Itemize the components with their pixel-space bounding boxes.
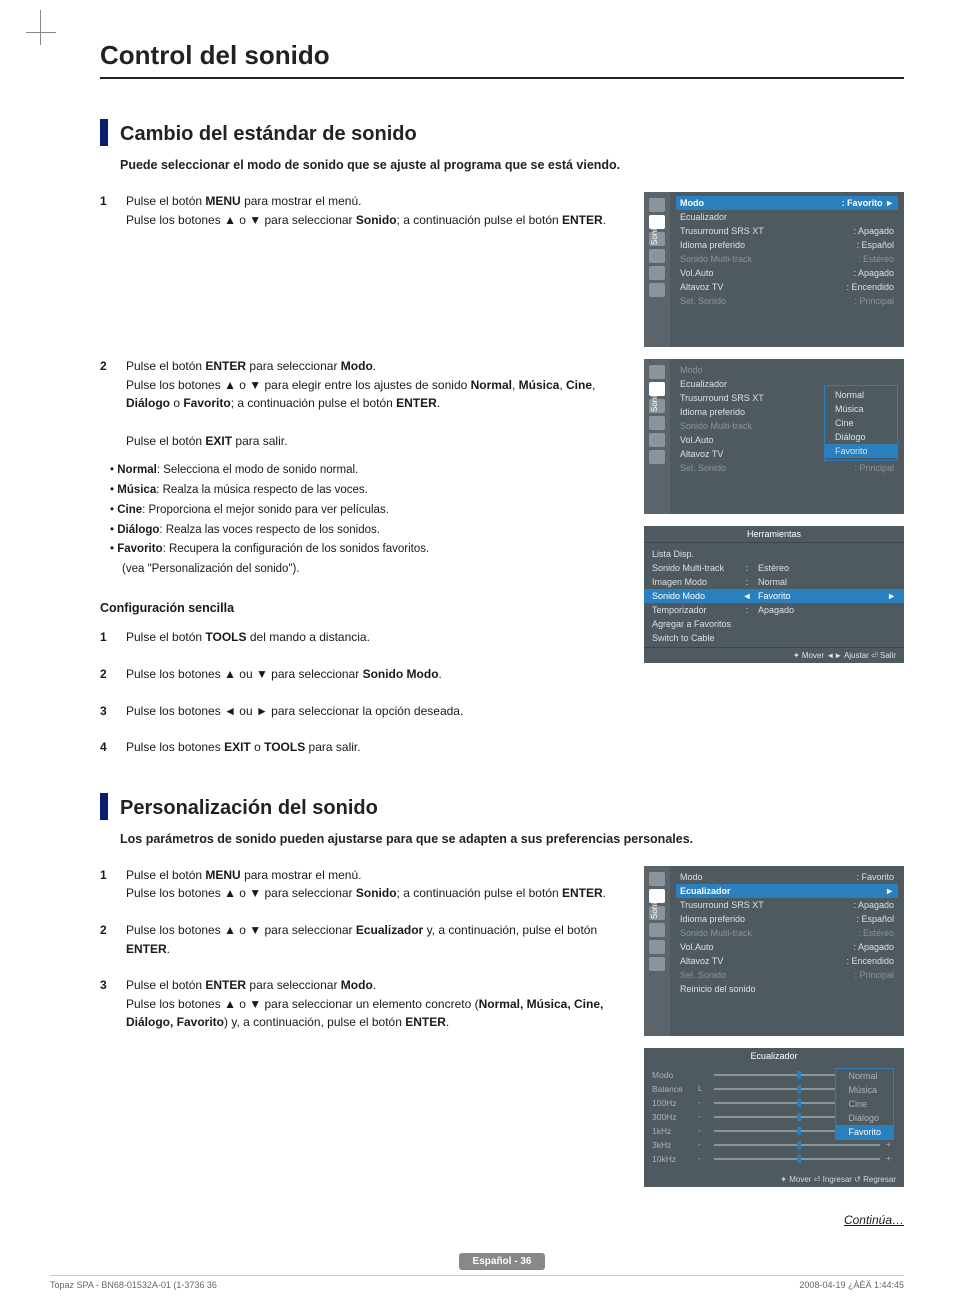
tv-menu-screenshot: Sonido Modo: Favorito ►EcualizadorTrusur… xyxy=(644,192,904,347)
section-subtitle: Los parámetros de sonido pueden ajustars… xyxy=(120,832,904,846)
tools-menu-screenshot: Herramientas Lista Disp.Sonido Multi-tra… xyxy=(644,526,904,663)
tools-row: Lista Disp. xyxy=(652,547,896,561)
step-body: Pulse el botón ENTER para seleccionar Mo… xyxy=(126,976,624,1032)
tools-row: Agregar a Favoritos xyxy=(652,617,896,631)
config-title: Configuración sencilla xyxy=(100,599,624,618)
step-number: 2 xyxy=(100,665,126,684)
popup-item: Favorito xyxy=(836,1125,893,1139)
popup-item: Cine xyxy=(836,1097,893,1111)
menu-row: Sonido Multi-track: Estéreo xyxy=(676,252,898,266)
menu-row: Vol.Auto: Apagado xyxy=(676,266,898,280)
step-body: Pulse el botón MENU para mostrar el menú… xyxy=(126,866,624,903)
menu-row: Reinicio del sonido xyxy=(676,982,898,996)
step-number: 3 xyxy=(100,976,126,1032)
step-body: Pulse los botones ▲ o ▼ para seleccionar… xyxy=(126,921,624,958)
screenshots: Sonido Modo: FavoritoEcualizador ►Trusur… xyxy=(644,866,904,1193)
page-number: Español - 36 xyxy=(100,1251,904,1269)
tools-row: Sonido Modo◄Favorito► xyxy=(644,589,904,603)
step-body: Pulse los botones EXIT o TOOLS para sali… xyxy=(126,738,624,757)
tools-row: Temporizador:Apagado xyxy=(652,603,896,617)
menu-row: Sel. Sonido: Principal xyxy=(676,968,898,982)
menu-row: Ecualizador xyxy=(676,210,898,224)
popup-item: Cine xyxy=(825,416,897,430)
step-number: 1 xyxy=(100,866,126,903)
menu-row: Ecualizador ► xyxy=(676,884,898,898)
tv-menu-screenshot: Sonido Modo: FavoritoEcualizador ►Trusur… xyxy=(644,866,904,1036)
popup-item: Música xyxy=(825,402,897,416)
menu-row: Altavoz TV: Encendido xyxy=(676,280,898,294)
menu-row: Sel. Sonido: Principal xyxy=(676,461,898,475)
popup-item: Diálogo xyxy=(836,1111,893,1125)
section-subtitle: Puede seleccionar el modo de sonido que … xyxy=(120,158,904,172)
popup-item: Normal xyxy=(825,388,897,402)
bullet-note: (vea "Personalización del sonido"). xyxy=(122,561,624,579)
step-body: Pulse el botón ENTER para seleccionar Mo… xyxy=(126,357,624,450)
bullet-item: Música: Realza la música respecto de las… xyxy=(110,482,624,500)
step-number: 2 xyxy=(100,357,126,450)
equalizer-screenshot: Ecualizador ModoBalanceLR100Hz-+300Hz-+1… xyxy=(644,1048,904,1187)
menu-row: Sel. Sonido: Principal xyxy=(676,294,898,308)
menu-row: Idioma preferido: Español xyxy=(676,912,898,926)
popup-item: Música xyxy=(836,1083,893,1097)
section-header: Personalización del sonido xyxy=(100,793,904,820)
step-number: 4 xyxy=(100,738,126,757)
instructions: 1Pulse el botón MENU para mostrar el men… xyxy=(100,192,624,775)
menu-row: Sonido Multi-track: Estéreo xyxy=(676,926,898,940)
bullet-item: Cine: Proporciona el mejor sonido para v… xyxy=(110,502,624,520)
menu-row: Trusurround SRS XT: Apagado xyxy=(676,898,898,912)
menu-row: Modo: Favorito ► xyxy=(676,196,898,210)
screenshots: Sonido Modo: Favorito ►EcualizadorTrusur… xyxy=(644,192,904,675)
crop-mark xyxy=(40,10,50,45)
eq-row: 10kHz-+ xyxy=(652,1152,896,1166)
menu-row: Vol.Auto: Apagado xyxy=(676,940,898,954)
section-bar xyxy=(100,119,108,146)
print-footer: Topaz SPA - BN68-01532A-01 (1-3736 36 20… xyxy=(50,1275,904,1290)
step-body: Pulse el botón TOOLS del mando a distanc… xyxy=(126,628,624,647)
page: Control del sonido Cambio del estándar d… xyxy=(0,0,954,1310)
step-body: Pulse el botón MENU para mostrar el menú… xyxy=(126,192,624,229)
menu-row: Altavoz TV: Encendido xyxy=(676,954,898,968)
step-body: Pulse los botones ▲ ou ▼ para selecciona… xyxy=(126,665,624,684)
eq-row: 3kHz-+ xyxy=(652,1138,896,1152)
tools-row: Imagen Modo:Normal xyxy=(652,575,896,589)
page-title: Control del sonido xyxy=(100,40,904,79)
bullet-item: Diálogo: Realza las voces respecto de lo… xyxy=(110,522,624,540)
step-number: 2 xyxy=(100,921,126,958)
tools-row: Sonido Multi-track:Estéreo xyxy=(652,561,896,575)
section-bar xyxy=(100,793,108,820)
section-title: Cambio del estándar de sonido xyxy=(120,119,417,146)
menu-row: Trusurround SRS XT: Apagado xyxy=(676,224,898,238)
bullet-item: Normal: Selecciona el modo de sonido nor… xyxy=(110,462,624,480)
popup-item: Favorito xyxy=(825,444,897,458)
continue-label: Continúa… xyxy=(100,1213,904,1227)
step-body: Pulse los botones ◄ ou ► para selecciona… xyxy=(126,702,624,721)
section-title: Personalización del sonido xyxy=(120,793,378,820)
tools-row: Switch to Cable xyxy=(652,631,896,645)
instructions: 1Pulse el botón MENU para mostrar el men… xyxy=(100,866,624,1050)
section-header: Cambio del estándar de sonido xyxy=(100,119,904,146)
popup-item: Diálogo xyxy=(825,430,897,444)
menu-row: Idioma preferido: Español xyxy=(676,238,898,252)
popup-item: Normal xyxy=(836,1069,893,1083)
menu-row: Modo: Favorito xyxy=(676,870,898,884)
step-number: 1 xyxy=(100,628,126,647)
tv-menu-screenshot: Sonido ModoEcualizadorTrusurround SRS XT… xyxy=(644,359,904,514)
bullet-item: Favorito: Recupera la configuración de l… xyxy=(110,541,624,559)
menu-row: Modo xyxy=(676,363,898,377)
step-number: 1 xyxy=(100,192,126,229)
step-number: 3 xyxy=(100,702,126,721)
